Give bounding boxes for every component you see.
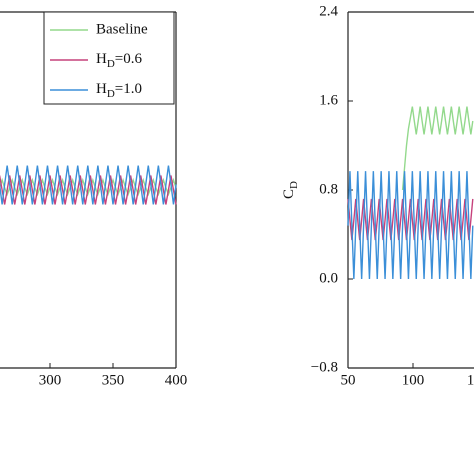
y-tick-label: 1.6 xyxy=(319,92,338,108)
series-line xyxy=(347,171,474,280)
series-line xyxy=(401,106,474,191)
x-tick-label: 50 xyxy=(341,372,356,388)
legend-label: Baseline xyxy=(96,21,148,37)
x-tick-label: 300 xyxy=(39,372,62,388)
x-tick-label: 150 xyxy=(467,372,474,388)
x-tick-label: 350 xyxy=(102,372,125,388)
y-tick-label: −0.8 xyxy=(311,359,338,375)
y-tick-label: 0.0 xyxy=(319,270,338,286)
x-tick-label: 400 xyxy=(165,372,188,388)
series-line xyxy=(347,198,474,241)
series-line xyxy=(0,165,177,205)
y-tick-label: 0.8 xyxy=(319,181,338,197)
legend-label: HD=0.6 xyxy=(96,51,143,69)
y-axis-label: CD xyxy=(281,181,299,199)
legend-label: HD=1.0 xyxy=(96,81,142,99)
legend-box xyxy=(43,11,175,105)
y-tick-label: 2.4 xyxy=(319,3,338,19)
x-tick-label: 100 xyxy=(402,372,425,388)
